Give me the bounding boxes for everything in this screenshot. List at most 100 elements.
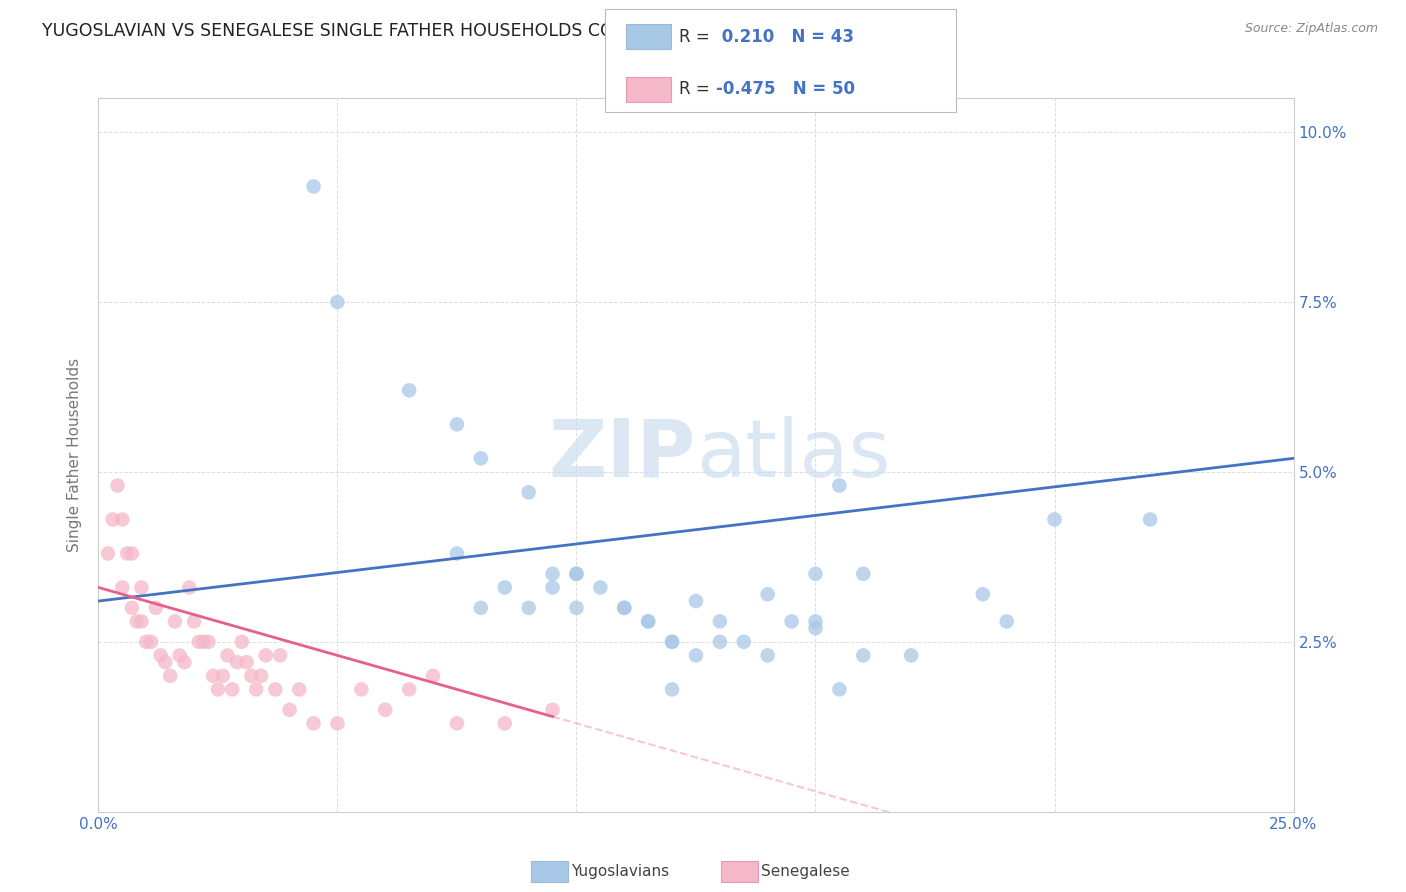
Point <box>235 655 257 669</box>
Text: R =: R = <box>679 28 716 45</box>
Point <box>149 648 172 663</box>
Point <box>221 682 243 697</box>
Point <box>470 600 492 615</box>
Point <box>350 682 373 697</box>
Point <box>422 669 444 683</box>
Point <box>111 581 134 595</box>
Y-axis label: Single Father Households: Single Father Households <box>67 358 83 552</box>
Point <box>97 546 120 560</box>
Point <box>107 478 129 492</box>
Point <box>398 384 420 398</box>
Point <box>179 581 201 595</box>
Point <box>756 648 779 663</box>
Point <box>326 295 349 310</box>
Point <box>565 566 588 581</box>
Text: -0.475   N = 50: -0.475 N = 50 <box>716 80 855 98</box>
Point <box>121 546 143 560</box>
Point <box>139 635 162 649</box>
Point <box>852 566 875 581</box>
Point <box>661 635 683 649</box>
Point <box>302 179 325 194</box>
Point <box>187 635 209 649</box>
Point <box>685 648 707 663</box>
Point <box>101 512 124 526</box>
Point <box>541 703 564 717</box>
Point <box>211 669 233 683</box>
Text: YUGOSLAVIAN VS SENEGALESE SINGLE FATHER HOUSEHOLDS CORRELATION CHART: YUGOSLAVIAN VS SENEGALESE SINGLE FATHER … <box>42 22 776 40</box>
Point <box>446 716 468 731</box>
Point <box>202 669 225 683</box>
Point <box>155 655 177 669</box>
Point <box>131 581 153 595</box>
Point <box>231 635 253 649</box>
Point <box>804 621 827 635</box>
Point <box>446 417 468 432</box>
Point <box>733 635 755 649</box>
Point <box>661 635 683 649</box>
Point <box>240 669 263 683</box>
Point <box>804 566 827 581</box>
Point <box>264 682 287 697</box>
Point <box>326 716 349 731</box>
Point <box>756 587 779 601</box>
Point <box>115 546 138 560</box>
Point <box>226 655 249 669</box>
Point <box>121 600 143 615</box>
Point <box>111 512 134 526</box>
Point <box>169 648 191 663</box>
Point <box>125 615 148 629</box>
Point <box>780 615 803 629</box>
Text: 0.210   N = 43: 0.210 N = 43 <box>716 28 853 45</box>
Text: ZIP: ZIP <box>548 416 696 494</box>
Point <box>565 600 588 615</box>
Text: Yugoslavians: Yugoslavians <box>571 864 669 879</box>
Point <box>131 615 153 629</box>
Point <box>828 478 851 492</box>
Point <box>193 635 215 649</box>
Point <box>972 587 994 601</box>
Text: Senegalese: Senegalese <box>761 864 849 879</box>
Text: Source: ZipAtlas.com: Source: ZipAtlas.com <box>1244 22 1378 36</box>
Point <box>613 600 636 615</box>
Point <box>159 669 181 683</box>
Point <box>995 615 1018 629</box>
Point <box>302 716 325 731</box>
Point <box>637 615 659 629</box>
Point <box>288 682 311 697</box>
Point <box>613 600 636 615</box>
Point <box>541 581 564 595</box>
Point <box>828 682 851 697</box>
Point <box>589 581 612 595</box>
Text: R =: R = <box>679 80 716 98</box>
Point <box>494 581 516 595</box>
Point <box>278 703 301 717</box>
Point <box>245 682 267 697</box>
Point <box>661 682 683 697</box>
Point <box>446 546 468 560</box>
Point <box>374 703 396 717</box>
Point <box>250 669 273 683</box>
Point <box>207 682 229 697</box>
Point <box>173 655 195 669</box>
Point <box>217 648 239 663</box>
Point <box>269 648 291 663</box>
Point <box>709 635 731 649</box>
Point <box>709 615 731 629</box>
Point <box>398 682 420 697</box>
Point <box>163 615 186 629</box>
Point <box>197 635 219 649</box>
Point <box>145 600 167 615</box>
Point <box>804 615 827 629</box>
Point <box>685 594 707 608</box>
Point <box>1043 512 1066 526</box>
Point <box>254 648 277 663</box>
Point <box>470 451 492 466</box>
Text: atlas: atlas <box>696 416 890 494</box>
Point <box>1139 512 1161 526</box>
Point <box>517 485 540 500</box>
Point <box>183 615 205 629</box>
Point <box>900 648 922 663</box>
Point <box>637 615 659 629</box>
Point <box>541 566 564 581</box>
Point <box>517 600 540 615</box>
